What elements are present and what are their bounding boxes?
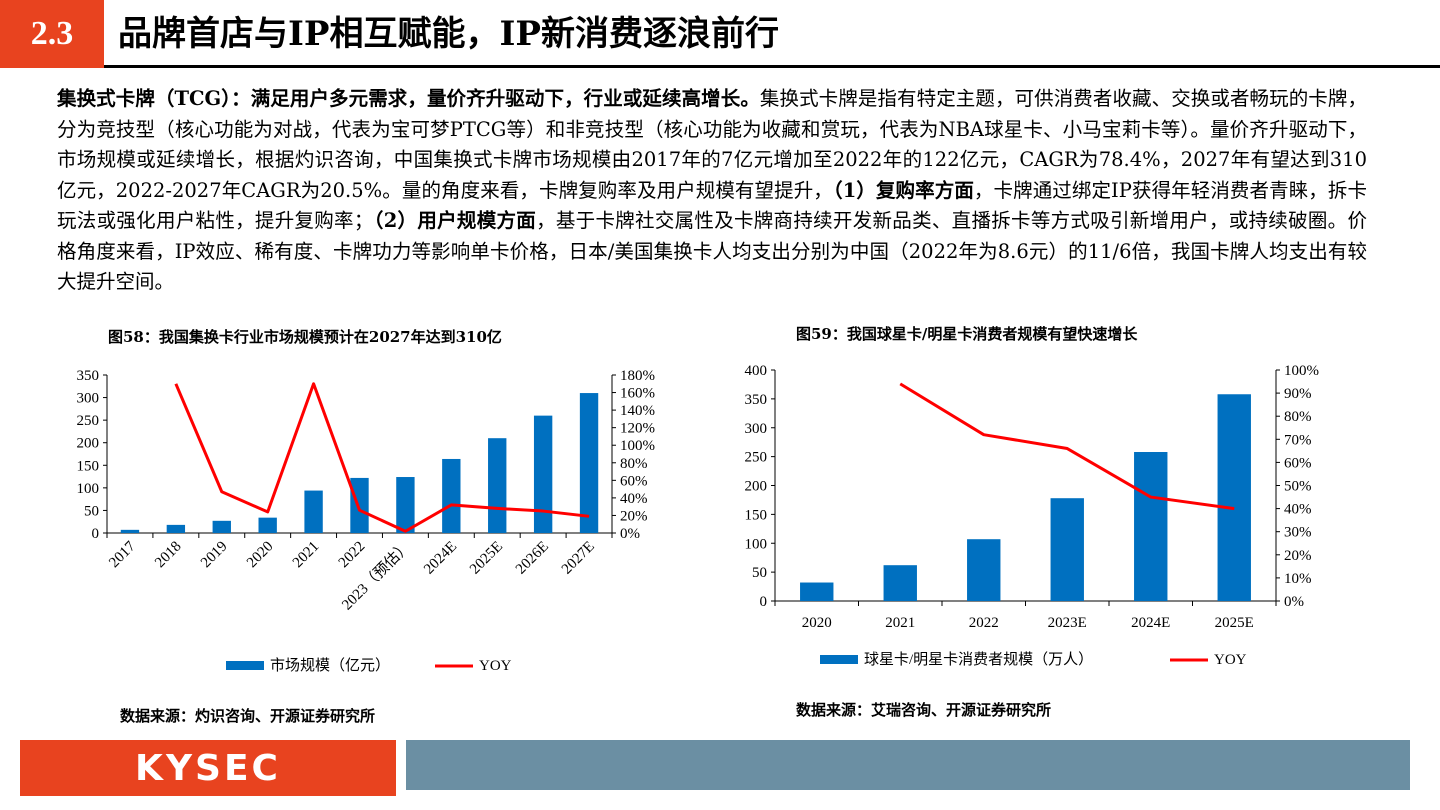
chart1-y-right-tick-label: 140% — [620, 403, 655, 419]
chart1-bar — [166, 524, 186, 533]
chart2-source: 数据来源：艾瑞咨询、开源证券研究所 — [796, 701, 1052, 719]
chart2-y-left-tick-label: 100 — [745, 536, 768, 552]
chart1-y-left-tick-label: 100 — [77, 481, 100, 497]
chart2-legend-line-label: YOY — [1214, 652, 1247, 668]
chart1-y-right-tick-label: 20% — [620, 508, 648, 524]
chart1-y-right-tick-label: 160% — [620, 386, 655, 402]
page-title: 品牌首店与IP相互赋能，IP新消费逐浪前行 — [118, 14, 779, 54]
chart1-y-right-tick-label: 80% — [620, 456, 648, 472]
chart2-bar — [1217, 394, 1251, 601]
chart1-yoy-line — [174, 382, 590, 533]
chart2-x-tick-label: 2020 — [802, 615, 832, 631]
chart2-bar — [1134, 452, 1168, 601]
chart2-x-tick-label: 2022 — [969, 615, 999, 631]
chart1-x-tick-label: 2025E — [467, 539, 506, 578]
chart2-y-left-tick-label: 400 — [745, 363, 768, 379]
chart1-y-left-tick-label: 300 — [77, 391, 100, 407]
chart2-y-right-tick-label: 70% — [1284, 432, 1312, 448]
chart1-bar — [442, 458, 461, 533]
chart1-legend-bar-swatch — [226, 661, 264, 670]
chart1-bar — [396, 477, 415, 533]
body-paragraph: 集换式卡牌（TCG）：满足用户多元需求，量价齐升驱动下，行业或延续高增长。集换式… — [57, 84, 1367, 298]
chart2-y-right-tick-label: 100% — [1284, 363, 1319, 379]
chart1-y-left-tick-label: 0 — [92, 526, 100, 542]
chart1-x-tick-label: 2018 — [152, 539, 185, 572]
chart1-x-tick-label: 2021 — [290, 539, 323, 572]
chart1-y-right-tick-label: 180% — [620, 368, 655, 384]
chart2-x-tick-label: 2023E — [1048, 615, 1087, 631]
chart1-x-tick-label: 2027E — [559, 539, 598, 578]
header-divider — [104, 65, 1440, 68]
chart2-x-tick-label: 2021 — [885, 615, 915, 631]
chart2-bar — [1050, 498, 1084, 601]
chart1-legend-bar-label: 市场规模（亿元） — [270, 657, 390, 674]
chart2-bar — [883, 565, 917, 601]
chart2-y-left-tick-label: 250 — [745, 450, 768, 466]
chart2-x-tick-label: 2024E — [1131, 615, 1170, 631]
chart2-y-right-tick-label: 10% — [1284, 571, 1312, 587]
chart2-y-right-tick-label: 80% — [1284, 409, 1312, 425]
chart1-x-tick-label: 2017 — [106, 538, 139, 571]
chart2-y-right-tick-label: 60% — [1284, 455, 1312, 471]
chart1-y-right-tick-label: 40% — [620, 491, 648, 507]
chart1-source: 数据来源：灼识咨询、开源证券研究所 — [120, 707, 376, 725]
chart2-y-left-tick-label: 0 — [760, 594, 768, 610]
chart2-bar — [800, 582, 834, 601]
chart1-y-right-tick-label: 120% — [620, 421, 655, 437]
lead-bold-text: 集换式卡牌（TCG）：满足用户多元需求，量价齐升驱动下，行业或延续高增长。 — [57, 87, 760, 110]
chart2-consumer-scale: 0 50 100 150 200 250 300 350 400 0% 10% 20% 30% 40% 50… — [745, 363, 1320, 668]
chart1-y-left-tick-label: 250 — [77, 413, 100, 429]
chart1-bar — [258, 517, 277, 533]
chart1-y-right-tick-label: 0% — [620, 526, 640, 542]
chart1-bar — [488, 438, 507, 533]
chart1-bar — [350, 477, 369, 533]
chart2-y-right-tick-label: 0% — [1284, 594, 1304, 610]
chart1-y-right-tick-label: 60% — [620, 473, 648, 489]
bold-text-2: （1）复购率方面 — [832, 178, 974, 202]
chart2-y-left-tick-label: 50 — [752, 565, 767, 581]
chart2-title: 图59：我国球星卡/明星卡消费者规模有望快速增长 — [796, 325, 1138, 343]
chart2-yoy-line — [899, 382, 1235, 511]
chart1-y-left-tick-label: 350 — [77, 368, 100, 384]
chart1-x-tick-label: 2019 — [198, 539, 231, 572]
chart1-title: 图58：我国集换卡行业市场规模预计在2027年达到310亿 — [108, 328, 502, 346]
chart2-legend-bar-swatch — [820, 655, 858, 664]
chart2-y-left-tick-label: 200 — [745, 479, 768, 495]
chart1-y-left-tick-label: 200 — [77, 436, 100, 452]
chart2-y-right-tick-label: 30% — [1284, 525, 1312, 541]
chart1-bar — [120, 529, 140, 533]
section-number: 2.3 — [0, 0, 104, 68]
chart2-legend-bar-label: 球星卡/明星卡消费者规模（万人） — [864, 651, 1093, 668]
chart2-y-left-tick-label: 350 — [745, 392, 768, 408]
chart2-y-right-tick-label: 40% — [1284, 502, 1312, 518]
bold-text-3: （2）用户规模方面 — [373, 209, 537, 232]
chart1-x-tick-label: 2020 — [244, 539, 277, 572]
chart1-legend-line-label: YOY — [479, 658, 512, 674]
chart2-y-left-tick-label: 300 — [745, 421, 768, 437]
chart1-y-left-tick-label: 150 — [77, 458, 100, 474]
chart2-y-right-tick-label: 20% — [1284, 548, 1312, 564]
chart1-x-tick-label: 2026E — [513, 539, 552, 578]
chart1-bar — [533, 415, 553, 533]
chart1-bar — [212, 520, 231, 533]
logo-text: KYSEC — [135, 747, 281, 789]
chart1-x-tick-label: 2024E — [421, 539, 460, 578]
body-text-1: 集换式卡牌是指有特定主题，可供消费者收藏、交换或者畅玩的卡牌，分为竞技型（核心功… — [57, 87, 1367, 202]
body-text-3: ，基于卡牌社交属性及卡牌商持续开发新品类、直播拆卡等方式吸引新增用户，或持续破圈… — [57, 209, 1367, 293]
body-text-2: ，卡牌通过绑定IP获得年轻消费者青睐，拆卡玩法或强化用户粘性，提升复购率； — [57, 178, 1367, 233]
chart1-market-size: 0501001502002503003500%20%40%60%80%100%1… — [77, 368, 656, 674]
footer-bar — [406, 740, 1410, 790]
kysec-logo: KYSEC — [20, 740, 396, 796]
chart2-y-left-tick-label: 150 — [745, 507, 768, 523]
chart2-y-right-tick-label: 50% — [1284, 479, 1312, 495]
chart1-bar — [579, 393, 599, 533]
chart2-y-right-tick-label: 90% — [1284, 386, 1312, 402]
chart1-y-left-tick-label: 50 — [84, 503, 99, 519]
chart2-x-tick-label: 2025E — [1215, 615, 1254, 631]
chart2-bar — [967, 539, 1001, 601]
chart1-x-tick-label: 2022 — [336, 539, 369, 572]
chart1-bar — [304, 490, 323, 533]
chart1-y-right-tick-label: 100% — [620, 438, 655, 454]
